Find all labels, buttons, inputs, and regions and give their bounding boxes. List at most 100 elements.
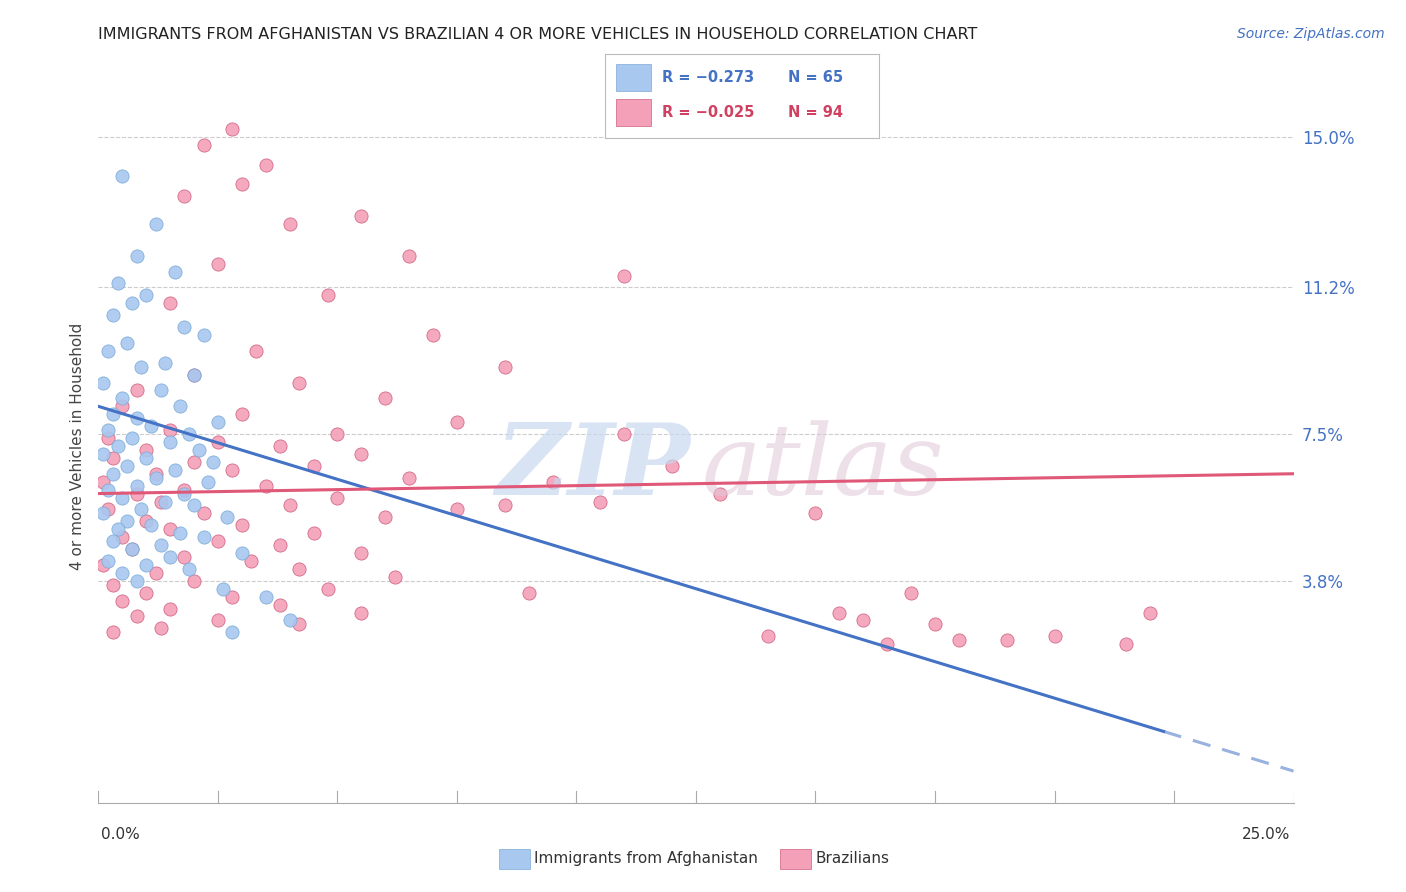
Point (125, 411, 148, 425)
Text: Immigrants from Afghanistan: Immigrants from Afghanistan (534, 852, 758, 866)
Point (179, 427, 201, 442)
Point (828, 606, 851, 620)
Point (135, 514, 157, 528)
Point (245, 343, 267, 358)
Text: Source: ZipAtlas.com: Source: ZipAtlas.com (1237, 27, 1385, 41)
Point (111, 400, 134, 414)
Point (163, 463, 186, 477)
Point (924, 617, 946, 632)
Point (149, 494, 172, 508)
Point (131, 502, 153, 516)
Point (288, 376, 311, 390)
Point (231, 407, 253, 421)
Point (193, 137, 215, 152)
Point (876, 637, 898, 651)
Point (97, 502, 120, 516)
Point (159, 423, 181, 437)
Point (145, 566, 167, 580)
Point (221, 121, 243, 136)
Point (316, 288, 339, 302)
Point (169, 526, 191, 541)
Point (155, 356, 177, 370)
Point (121, 296, 143, 310)
Point (111, 491, 134, 505)
Point (269, 538, 291, 552)
Point (145, 467, 167, 481)
Point (149, 538, 172, 552)
Point (240, 554, 263, 568)
Point (111, 593, 134, 607)
Point (97, 343, 120, 358)
Point (135, 558, 157, 572)
Text: Brazilians: Brazilians (815, 852, 890, 866)
Point (169, 400, 191, 414)
Point (350, 546, 373, 560)
Point (101, 308, 124, 322)
Point (121, 542, 143, 557)
Point (374, 392, 396, 406)
Point (661, 458, 683, 473)
Point (97, 483, 120, 497)
Point (91, 376, 114, 390)
Point (101, 407, 124, 421)
Point (97, 423, 120, 437)
Point (254, 590, 277, 604)
Point (125, 609, 148, 624)
Y-axis label: 4 or more Vehicles in Household: 4 or more Vehicles in Household (69, 322, 84, 570)
Point (517, 585, 540, 599)
Point (125, 478, 148, 492)
Point (288, 617, 311, 632)
Point (278, 614, 301, 628)
Point (1115, 637, 1137, 651)
Point (97, 431, 120, 445)
Point (207, 614, 229, 628)
Point (1043, 629, 1066, 643)
Point (183, 455, 205, 469)
Point (613, 268, 636, 283)
Point (159, 549, 181, 564)
Point (207, 534, 229, 549)
Point (135, 442, 157, 457)
Text: N = 65: N = 65 (789, 70, 844, 85)
Point (709, 486, 731, 500)
Point (183, 368, 205, 382)
Point (207, 257, 229, 271)
Point (97, 554, 120, 568)
Point (350, 606, 373, 620)
Point (131, 359, 153, 374)
Point (326, 491, 349, 505)
Point (135, 450, 157, 465)
Point (135, 585, 157, 599)
Point (326, 427, 349, 442)
Point (494, 359, 516, 374)
Point (101, 467, 124, 481)
Point (173, 483, 195, 497)
Point (107, 277, 129, 291)
Point (193, 328, 215, 343)
Point (197, 475, 219, 489)
Bar (616, 63, 651, 91)
Point (101, 534, 124, 549)
Point (384, 570, 406, 584)
Point (111, 392, 134, 406)
Point (221, 590, 243, 604)
Point (183, 574, 205, 588)
Point (231, 518, 253, 533)
Point (316, 582, 339, 596)
Text: atlas: atlas (702, 420, 945, 515)
Point (111, 530, 134, 544)
Point (125, 249, 148, 263)
Point (115, 335, 138, 350)
Point (446, 502, 468, 516)
Point (207, 415, 229, 429)
Point (202, 455, 225, 469)
Point (193, 507, 215, 521)
Point (135, 288, 157, 302)
Point (613, 427, 636, 442)
Point (278, 499, 301, 513)
Point (302, 458, 325, 473)
Point (101, 625, 124, 640)
Point (121, 542, 143, 557)
Point (231, 178, 253, 192)
Point (107, 439, 129, 453)
